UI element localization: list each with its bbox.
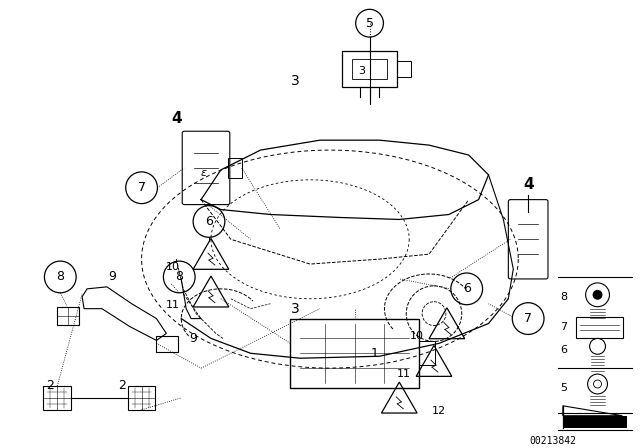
Text: 9: 9	[189, 332, 197, 345]
FancyBboxPatch shape	[563, 416, 627, 428]
Circle shape	[593, 290, 602, 300]
Text: 8: 8	[560, 292, 568, 302]
Text: 2: 2	[118, 379, 125, 392]
Text: 3: 3	[291, 302, 300, 316]
Text: 9: 9	[108, 271, 116, 284]
Text: 12: 12	[432, 406, 446, 416]
Text: 2: 2	[47, 379, 54, 392]
Text: 8: 8	[56, 271, 64, 284]
Text: 6: 6	[205, 215, 213, 228]
Text: 10: 10	[410, 332, 424, 341]
Text: 4: 4	[523, 177, 534, 192]
Text: 6: 6	[463, 282, 470, 295]
Text: 5: 5	[365, 17, 374, 30]
Text: 3: 3	[358, 66, 365, 76]
Text: 11: 11	[166, 300, 180, 310]
Text: 4: 4	[171, 111, 182, 126]
Text: 5: 5	[561, 383, 567, 393]
Text: 6: 6	[561, 345, 567, 355]
Text: 11: 11	[397, 369, 412, 379]
Text: 7: 7	[138, 181, 145, 194]
Text: 00213842: 00213842	[529, 435, 577, 445]
Text: 7: 7	[560, 322, 568, 332]
Text: 1: 1	[371, 347, 378, 360]
Text: 10: 10	[166, 262, 180, 272]
Text: 3: 3	[291, 73, 300, 88]
Text: 7: 7	[524, 312, 532, 325]
Text: 8: 8	[175, 271, 183, 284]
Text: ε: ε	[201, 168, 207, 178]
